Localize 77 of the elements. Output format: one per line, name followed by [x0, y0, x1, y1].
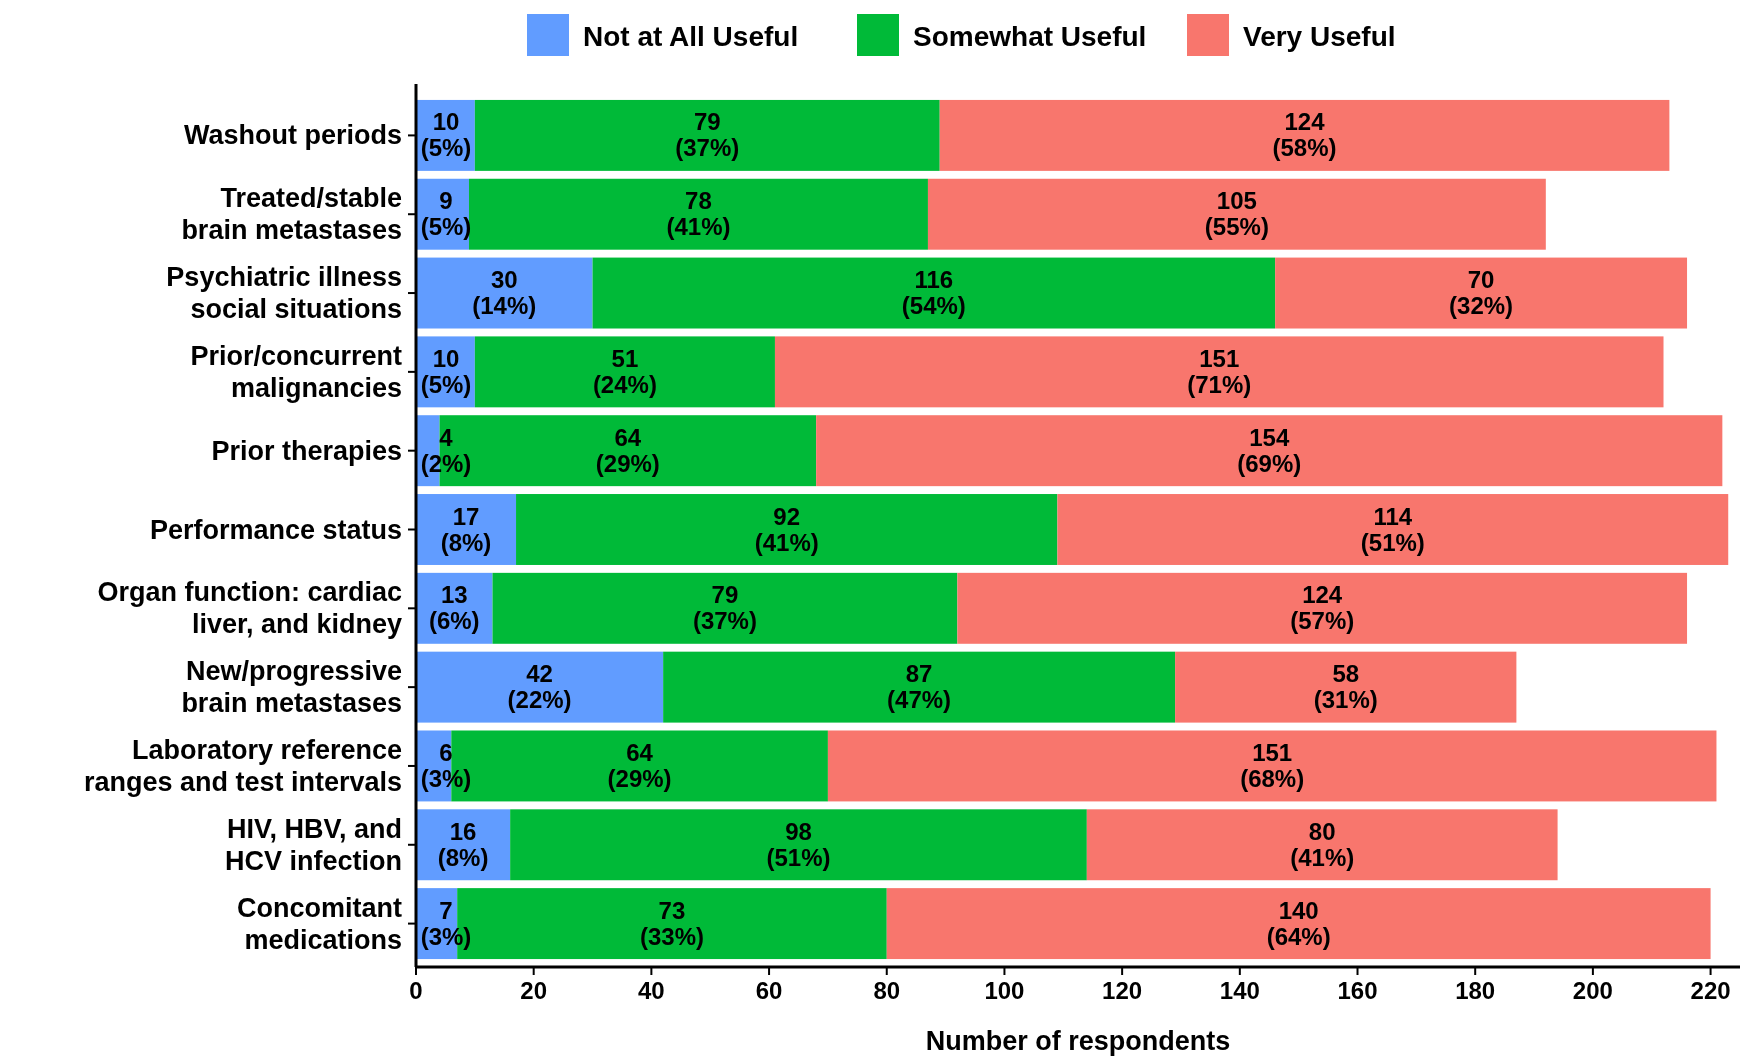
bar	[516, 494, 1058, 565]
data-label: 51 (24%)	[592, 344, 657, 398]
bar	[492, 572, 958, 644]
data-label: 10 (5%)	[420, 108, 472, 162]
x-tick-label: 100	[984, 977, 1025, 1004]
legend-label: Somewhat Useful	[913, 21, 1147, 52]
data-label: 116 (54%)	[901, 266, 966, 320]
data-label: 124 (58%)	[1272, 108, 1337, 162]
data-label: 79 (37%)	[692, 581, 757, 635]
bar	[927, 178, 1546, 250]
data-label: 30 (14%)	[472, 266, 537, 320]
data-label: 58 (31%)	[1313, 660, 1378, 714]
bar	[1057, 494, 1729, 565]
y-tick-label: Concomitant medications	[237, 892, 402, 955]
data-label: 10 (5%)	[420, 344, 472, 398]
data-label: 92 (41%)	[754, 502, 819, 556]
data-label: 64 (29%)	[595, 423, 660, 477]
data-label: 114 (51%)	[1360, 502, 1425, 556]
data-label: 80 (41%)	[1290, 817, 1355, 871]
bar	[816, 415, 1723, 487]
data-label: 78 (41%)	[666, 187, 731, 241]
y-tick-label: New/progressive brain metastases	[181, 656, 402, 719]
y-tick-label: HIV, HBV, and HCV infection	[224, 813, 402, 876]
bar	[416, 651, 664, 723]
data-label: 42 (22%)	[507, 660, 572, 714]
bar	[886, 888, 1711, 960]
data-label: 105 (55%)	[1204, 187, 1269, 241]
data-label: 87 (47%)	[887, 660, 952, 714]
bar	[957, 572, 1688, 644]
data-label: 13 (6%)	[428, 581, 480, 635]
y-tick-label: Prior therapies	[211, 435, 402, 466]
y-tick-label: Prior/concurrent malignancies	[190, 340, 403, 403]
legend-label: Very Useful	[1243, 21, 1396, 52]
bar	[474, 336, 775, 408]
x-tick-label: 80	[873, 977, 901, 1004]
y-tick-label: Treated/stable brain metastases	[181, 183, 402, 246]
x-tick-label: 0	[409, 977, 423, 1004]
data-label: 154 (69%)	[1237, 423, 1302, 477]
data-label: 16 (8%)	[437, 817, 489, 871]
data-label: 151 (68%)	[1240, 738, 1305, 792]
bar	[592, 257, 1276, 329]
x-tick-label: 180	[1455, 977, 1496, 1004]
x-axis-title: Number of respondents	[925, 1026, 1231, 1056]
y-tick-label: Psychiatric illness social situations	[166, 262, 402, 325]
x-tick-label: 140	[1219, 977, 1260, 1004]
bar	[510, 809, 1087, 881]
x-tick-label: 200	[1572, 977, 1613, 1004]
bar	[474, 99, 940, 171]
bar	[468, 178, 928, 250]
x-tick-label: 60	[755, 977, 783, 1004]
data-label: 124 (57%)	[1290, 581, 1355, 635]
legend-label: Not at All Useful	[583, 21, 799, 52]
bar	[1175, 651, 1517, 723]
x-tick-label: 220	[1690, 977, 1731, 1004]
data-label: 151 (71%)	[1187, 344, 1252, 398]
data-label: 79 (37%)	[675, 108, 740, 162]
bar	[1086, 809, 1558, 881]
data-label: 70 (32%)	[1449, 266, 1514, 320]
bar	[939, 99, 1670, 171]
data-label: 64 (29%)	[607, 738, 672, 792]
data-label: 98 (51%)	[766, 817, 831, 871]
y-tick-label: Organ function: cardiac liver, and kidney	[97, 577, 402, 640]
y-tick-label: Washout periods	[183, 120, 402, 151]
y-tick-label: Performance status	[149, 514, 402, 545]
x-tick-label: 40	[638, 977, 665, 1004]
bar	[827, 730, 1717, 802]
bar	[1275, 257, 1688, 329]
bar	[774, 336, 1664, 408]
x-tick-label: 20	[520, 977, 548, 1004]
data-label: 73 (33%)	[639, 896, 704, 950]
bar	[416, 257, 593, 329]
data-label: 17 (8%)	[440, 502, 492, 556]
x-tick-label: 120	[1102, 977, 1143, 1004]
x-tick-label: 160	[1337, 977, 1378, 1004]
bar	[663, 651, 1176, 723]
data-label: 140 (64%)	[1266, 896, 1331, 950]
y-tick-label: Laboratory reference ranges and test intervals	[83, 734, 402, 797]
